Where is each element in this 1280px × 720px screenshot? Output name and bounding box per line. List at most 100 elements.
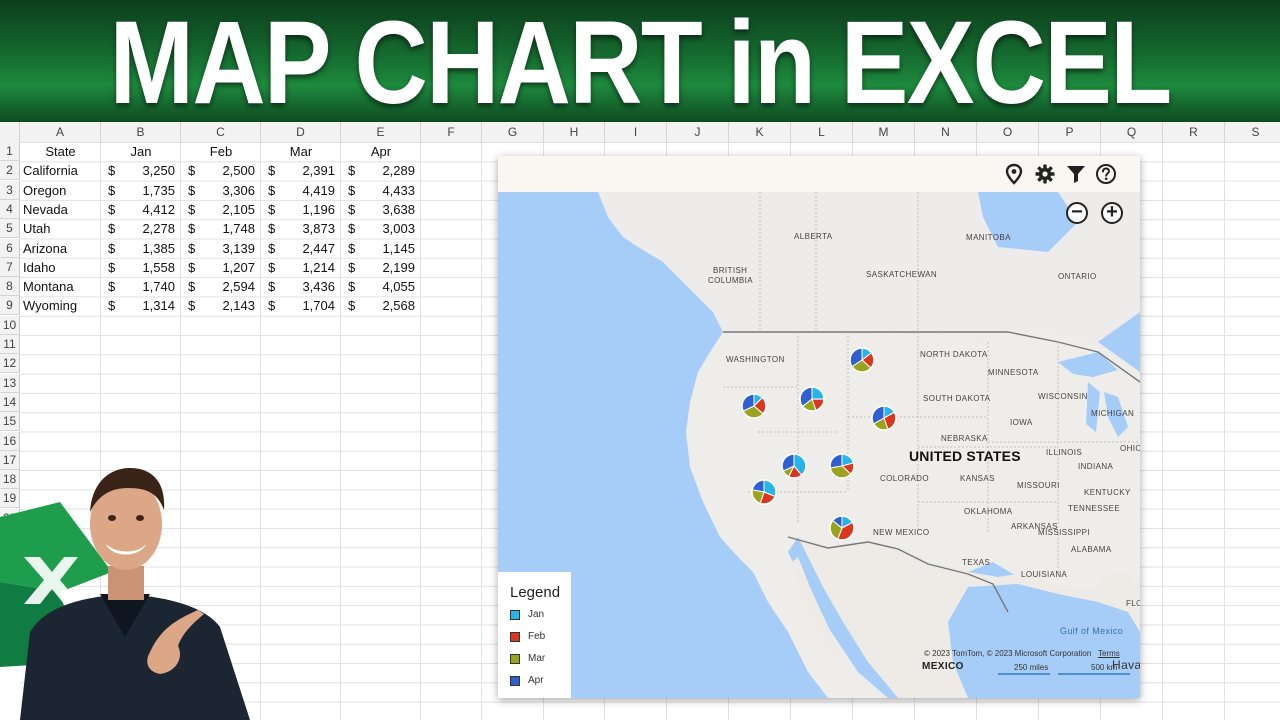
table-header-cell[interactable]: Feb xyxy=(209,144,233,159)
value-cell[interactable]: 3,873 xyxy=(302,221,335,237)
value-cell[interactable]: 3,436 xyxy=(302,279,335,295)
row-header-8[interactable]: 8 xyxy=(0,277,20,297)
state-cell[interactable]: California xyxy=(23,163,78,179)
currency-symbol[interactable]: $ xyxy=(108,259,116,275)
row-header-14[interactable]: 14 xyxy=(0,392,20,412)
row-header-5[interactable]: 5 xyxy=(0,219,20,239)
value-cell[interactable]: 3,638 xyxy=(382,201,415,217)
column-header-q[interactable]: Q xyxy=(1101,122,1163,142)
currency-symbol[interactable]: $ xyxy=(108,221,116,237)
pie-marker-utah[interactable] xyxy=(829,453,855,479)
value-cell[interactable]: 2,447 xyxy=(302,240,335,256)
state-cell[interactable]: Nevada xyxy=(23,201,68,217)
currency-symbol[interactable]: $ xyxy=(268,259,276,275)
value-cell[interactable]: 2,289 xyxy=(382,163,415,179)
state-cell[interactable]: Wyoming xyxy=(23,298,78,314)
currency-symbol[interactable]: $ xyxy=(188,259,196,275)
value-cell[interactable]: 4,412 xyxy=(142,201,175,217)
currency-symbol[interactable]: $ xyxy=(268,221,276,237)
state-cell[interactable]: Utah xyxy=(23,221,51,237)
value-cell[interactable]: 1,314 xyxy=(142,298,175,314)
row-header-2[interactable]: 2 xyxy=(0,161,20,181)
table-header-cell[interactable]: Jan xyxy=(130,144,152,159)
filter-icon[interactable] xyxy=(1065,163,1087,185)
value-cell[interactable]: 1,214 xyxy=(302,259,335,275)
currency-symbol[interactable]: $ xyxy=(108,163,116,179)
row-header-16[interactable]: 16 xyxy=(0,431,20,451)
pie-marker-montana[interactable] xyxy=(849,347,875,373)
row-header-17[interactable]: 17 xyxy=(0,450,20,470)
currency-symbol[interactable]: $ xyxy=(188,298,196,314)
column-header-h[interactable]: H xyxy=(544,122,605,142)
value-cell[interactable]: 4,055 xyxy=(382,279,415,295)
state-cell[interactable]: Montana xyxy=(23,279,74,295)
column-header-s[interactable]: S xyxy=(1225,122,1280,142)
value-cell[interactable]: 1,145 xyxy=(382,240,415,256)
currency-symbol[interactable]: $ xyxy=(188,279,196,295)
value-cell[interactable]: 3,139 xyxy=(222,240,255,256)
column-header-g[interactable]: G xyxy=(482,122,544,142)
column-header-e[interactable]: E xyxy=(341,122,421,142)
row-header-10[interactable]: 10 xyxy=(0,315,20,335)
column-header-b[interactable]: B xyxy=(101,122,181,142)
currency-symbol[interactable]: $ xyxy=(268,240,276,256)
currency-symbol[interactable]: $ xyxy=(348,163,356,179)
currency-symbol[interactable]: $ xyxy=(348,298,356,314)
select-all-corner[interactable] xyxy=(0,122,20,142)
currency-symbol[interactable]: $ xyxy=(268,182,276,198)
value-cell[interactable]: 4,433 xyxy=(382,182,415,198)
value-cell[interactable]: 3,306 xyxy=(222,182,255,198)
currency-symbol[interactable]: $ xyxy=(188,163,196,179)
currency-symbol[interactable]: $ xyxy=(348,182,356,198)
pie-marker-arizona[interactable] xyxy=(829,515,855,541)
column-header-d[interactable]: D xyxy=(261,122,341,142)
row-header-12[interactable]: 12 xyxy=(0,354,20,374)
currency-symbol[interactable]: $ xyxy=(108,182,116,198)
value-cell[interactable]: 1,207 xyxy=(222,259,255,275)
value-cell[interactable]: 3,003 xyxy=(382,221,415,237)
pie-marker-wyoming[interactable] xyxy=(871,405,897,431)
column-header-n[interactable]: N xyxy=(915,122,977,142)
terms-link[interactable]: Terms xyxy=(1097,649,1120,658)
state-cell[interactable]: Oregon xyxy=(23,182,67,198)
column-header-p[interactable]: P xyxy=(1039,122,1101,142)
row-header-1[interactable]: 1 xyxy=(0,142,20,161)
currency-symbol[interactable]: $ xyxy=(348,279,356,295)
row-header-13[interactable]: 13 xyxy=(0,373,20,393)
currency-symbol[interactable]: $ xyxy=(188,201,196,217)
value-cell[interactable]: 1,704 xyxy=(302,298,335,314)
state-cell[interactable]: Idaho xyxy=(23,259,56,275)
value-cell[interactable]: 2,568 xyxy=(382,298,415,314)
row-header-15[interactable]: 15 xyxy=(0,412,20,432)
currency-symbol[interactable]: $ xyxy=(348,259,356,275)
map-chart[interactable]: − + ALBERTA MANITOBA BRITISH COLUMBIA SA… xyxy=(498,156,1140,698)
currency-symbol[interactable]: $ xyxy=(188,221,196,237)
pie-marker-nevada[interactable] xyxy=(781,453,807,479)
column-header-j[interactable]: J xyxy=(667,122,729,142)
column-header-o[interactable]: O xyxy=(977,122,1039,142)
value-cell[interactable]: 2,391 xyxy=(302,163,335,179)
row-header-7[interactable]: 7 xyxy=(0,257,20,277)
currency-symbol[interactable]: $ xyxy=(188,240,196,256)
value-cell[interactable]: 1,740 xyxy=(142,279,175,295)
value-cell[interactable]: 2,594 xyxy=(222,279,255,295)
map-area[interactable]: − + ALBERTA MANITOBA BRITISH COLUMBIA SA… xyxy=(498,192,1140,698)
value-cell[interactable]: 4,419 xyxy=(302,182,335,198)
row-header-18[interactable]: 18 xyxy=(0,470,20,490)
zoom-out-button[interactable]: − xyxy=(1066,202,1088,224)
state-cell[interactable]: Arizona xyxy=(23,240,68,256)
value-cell[interactable]: 3,250 xyxy=(142,163,175,179)
location-pin-icon[interactable] xyxy=(1003,163,1025,185)
currency-symbol[interactable]: $ xyxy=(268,298,276,314)
column-header-k[interactable]: K xyxy=(729,122,791,142)
value-cell[interactable]: 1,558 xyxy=(142,259,175,275)
zoom-in-button[interactable]: + xyxy=(1101,202,1123,224)
currency-symbol[interactable]: $ xyxy=(108,240,116,256)
currency-symbol[interactable]: $ xyxy=(108,279,116,295)
table-header-cell[interactable]: Apr xyxy=(370,144,392,159)
table-header-cell[interactable]: State xyxy=(45,144,76,159)
currency-symbol[interactable]: $ xyxy=(268,201,276,217)
row-header-6[interactable]: 6 xyxy=(0,238,20,258)
row-header-9[interactable]: 9 xyxy=(0,296,20,316)
value-cell[interactable]: 2,278 xyxy=(142,221,175,237)
